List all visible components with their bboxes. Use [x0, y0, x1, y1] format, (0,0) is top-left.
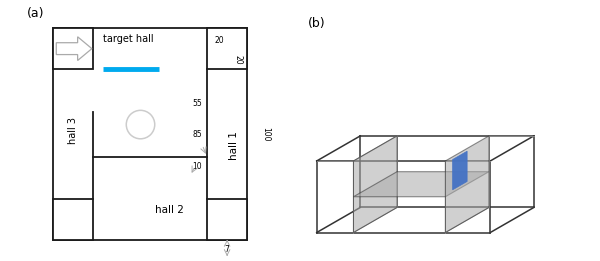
Bar	[53, 28, 247, 240]
Text: 55: 55	[193, 99, 202, 108]
Text: 100: 100	[262, 127, 271, 141]
Text: (b): (b)	[308, 17, 326, 29]
Polygon shape	[353, 136, 397, 233]
Text: 7: 7	[224, 245, 230, 254]
Text: (a): (a)	[26, 7, 44, 20]
Text: 20: 20	[214, 35, 224, 45]
Text: 20: 20	[233, 55, 242, 64]
Polygon shape	[445, 136, 489, 233]
Polygon shape	[56, 37, 92, 61]
Bar	[53, 28, 93, 69]
Polygon shape	[353, 172, 489, 197]
Text: hall 1: hall 1	[229, 132, 239, 160]
Text: 85: 85	[193, 129, 202, 139]
Bar	[53, 199, 93, 240]
Polygon shape	[452, 151, 467, 190]
Text: target hall: target hall	[103, 34, 153, 44]
Bar	[207, 28, 247, 69]
Text: 10: 10	[193, 162, 202, 171]
Text: hall 2: hall 2	[155, 205, 184, 215]
Text: hall 3: hall 3	[68, 117, 78, 144]
Bar	[207, 199, 247, 240]
